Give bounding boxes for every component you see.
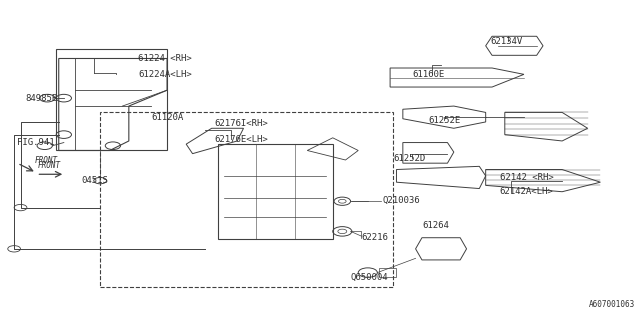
Text: 0451S: 0451S [81, 176, 108, 185]
Text: A607001063: A607001063 [589, 300, 636, 309]
Text: FRONT: FRONT [38, 161, 61, 170]
Text: FRONT: FRONT [35, 156, 58, 165]
Text: 62216: 62216 [362, 233, 388, 242]
Text: FIG.941: FIG.941 [17, 138, 55, 147]
Bar [100, 112, 394, 287]
Text: 84985B: 84985B [26, 94, 58, 103]
Text: 62134V: 62134V [491, 36, 523, 45]
Text: Q650004: Q650004 [351, 273, 388, 282]
Text: 62176E<LH>: 62176E<LH> [215, 135, 269, 144]
Text: 61120A: 61120A [151, 113, 184, 122]
Text: 62142A<LH>: 62142A<LH> [500, 187, 554, 196]
Text: 62176I<RH>: 62176I<RH> [215, 119, 269, 128]
Text: 61224A<LH>: 61224A<LH> [138, 70, 192, 79]
Bar [56, 49, 167, 150]
Text: 61264: 61264 [422, 220, 449, 229]
Text: 61160E: 61160E [412, 70, 445, 79]
Text: 61252E: 61252E [428, 116, 461, 125]
Text: 61252D: 61252D [394, 154, 426, 163]
Text: 62142 <RH>: 62142 <RH> [500, 173, 554, 182]
Text: Q210036: Q210036 [383, 196, 420, 205]
Text: 61224 <RH>: 61224 <RH> [138, 54, 192, 63]
